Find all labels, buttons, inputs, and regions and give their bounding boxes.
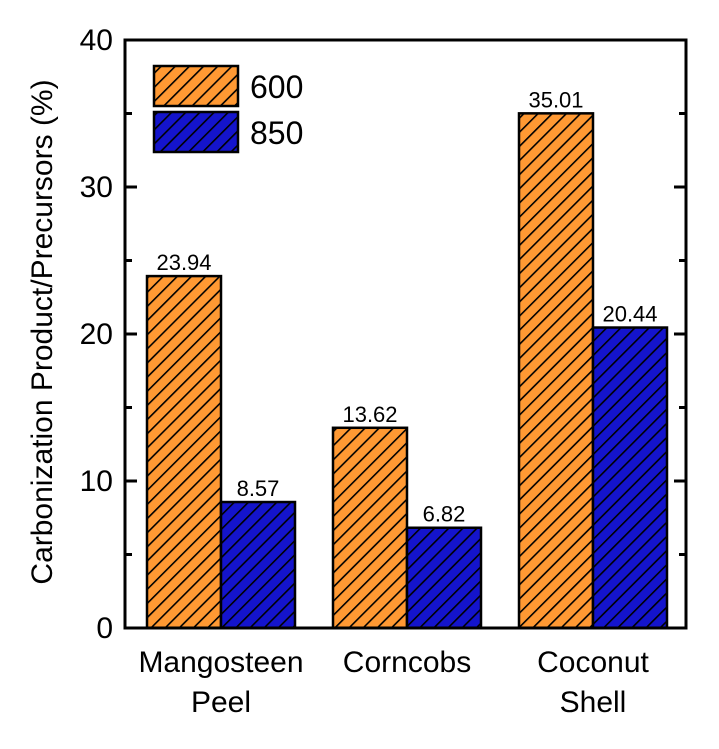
legend-swatch-600: [152, 64, 240, 108]
data-label: 8.57: [237, 476, 280, 501]
bar-850-1: [405, 526, 483, 630]
y-tick-label: 0: [96, 612, 113, 645]
bar-850-2: [591, 326, 669, 630]
bar-600-1: [331, 426, 409, 630]
legend-label: 850: [250, 115, 303, 151]
category-label: Corncobs: [343, 646, 471, 679]
category-label: Coconut: [537, 646, 649, 679]
category-label-line2: Shell: [560, 686, 627, 719]
data-label: 23.94: [156, 250, 211, 275]
data-label: 6.82: [423, 502, 466, 527]
bars-group: 23.94 8.57 13.62 6.82 35.01 20.44: [145, 87, 669, 630]
data-label: 35.01: [528, 87, 583, 112]
category-label: Mangosteen: [138, 646, 303, 679]
y-tick-label: 20: [80, 318, 113, 351]
category-labels-group: Mangosteen Peel Corncobs Coconut Shell: [138, 646, 649, 719]
y-tick-label: 30: [80, 171, 113, 204]
bar-850-0: [219, 500, 297, 630]
data-label: 13.62: [342, 402, 397, 427]
bar-600-0: [145, 274, 223, 630]
y-axis-label: Carbonization Product/Precursors (%): [26, 79, 59, 584]
category-label-line2: Peel: [191, 686, 251, 719]
y-tick-label: 10: [80, 465, 113, 498]
y-ticks-group: 0 10 20 30 40: [80, 24, 686, 645]
y-tick-label: 40: [80, 24, 113, 57]
legend-swatch-850: [152, 110, 240, 154]
bar-600-2: [517, 112, 595, 630]
data-label: 20.44: [602, 302, 657, 327]
legend-label: 600: [250, 69, 303, 105]
